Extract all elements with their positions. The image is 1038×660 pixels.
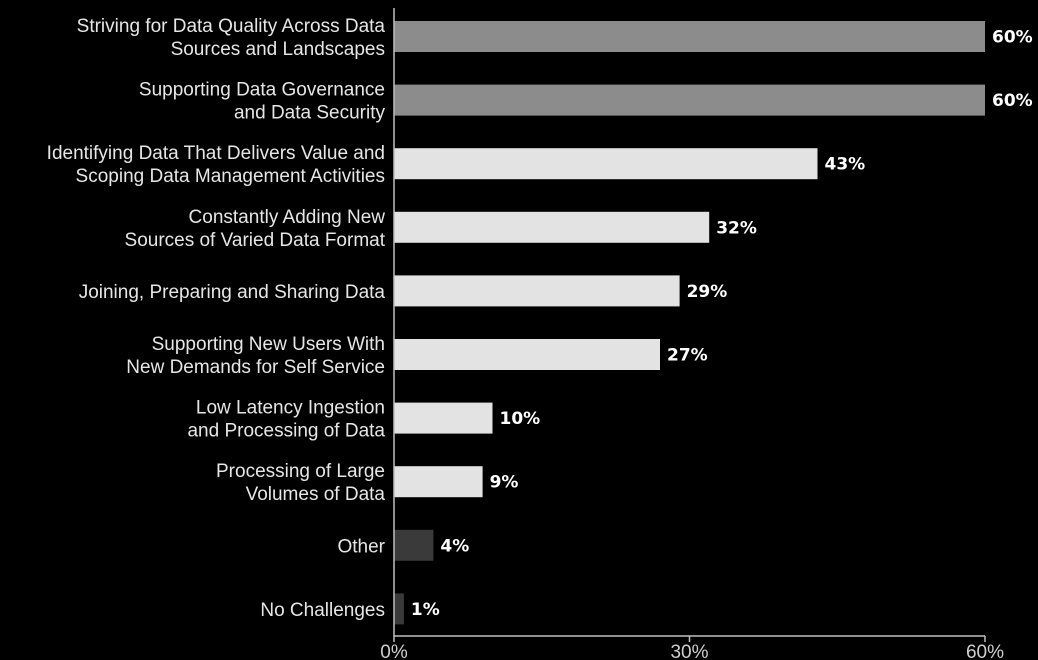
bar-7 <box>394 466 483 498</box>
category-label-0-line-0: Striving for Data Quality Across Data <box>77 16 386 37</box>
x-tick-label-0: 0% <box>380 642 408 660</box>
category-label-1-line-0: Supporting Data Governance <box>139 80 385 101</box>
value-labels-layer: 60% 60% 43% 32% 29% 27% 10% 9% 4% 1% <box>411 28 1033 620</box>
bar-2 <box>394 148 818 180</box>
bar-9 <box>394 593 404 625</box>
bar-1 <box>394 84 985 116</box>
category-label-6-line-1: and Processing of Data <box>187 421 385 442</box>
bar-0 <box>394 21 985 52</box>
category-label-7-line-0: Processing of Large <box>216 461 385 482</box>
value-label-6: 10% <box>500 409 541 429</box>
category-label-2-line-0: Identifying Data That Delivers Value and <box>47 143 385 164</box>
category-label-5-line-1: New Demands for Self Service <box>126 357 385 378</box>
value-label-3: 32% <box>716 218 757 238</box>
value-label-8: 4% <box>440 536 469 556</box>
bar-5 <box>394 339 660 370</box>
x-tick-label-2: 60% <box>966 642 1004 660</box>
category-label-1-line-1: and Data Security <box>234 103 386 124</box>
value-label-4: 29% <box>687 282 728 302</box>
bar-6 <box>394 402 493 434</box>
category-label-0-line-1: Sources and Landscapes <box>171 39 385 60</box>
category-label-4-line-0: Joining, Preparing and Sharing Data <box>79 282 386 303</box>
category-label-8-line-0: Other <box>337 536 385 557</box>
value-label-1: 60% <box>992 91 1033 111</box>
category-labels-layer: Striving for Data Quality Across DataSou… <box>47 16 386 621</box>
category-label-2-line-1: Scoping Data Management Activities <box>76 166 385 187</box>
category-label-7-line-1: Volumes of Data <box>246 484 386 505</box>
x-tick-label-1: 30% <box>670 642 708 660</box>
bar-8 <box>394 529 434 561</box>
value-label-0: 60% <box>992 28 1033 48</box>
category-label-9-line-0: No Challenges <box>260 600 385 621</box>
value-label-9: 1% <box>411 600 440 620</box>
category-label-3-line-1: Sources of Varied Data Format <box>125 230 386 251</box>
category-label-6-line-0: Low Latency Ingestion <box>196 398 385 419</box>
value-label-7: 9% <box>490 473 519 493</box>
category-label-3-line-0: Constantly Adding New <box>189 207 386 228</box>
bars-layer <box>394 21 985 625</box>
category-label-5-line-0: Supporting New Users With <box>152 334 385 355</box>
value-label-2: 43% <box>825 155 866 175</box>
axis-layer: 0% 30% 60% <box>380 8 1004 660</box>
bar-3 <box>394 211 710 243</box>
value-label-5: 27% <box>667 346 708 366</box>
bar-4 <box>394 275 680 307</box>
